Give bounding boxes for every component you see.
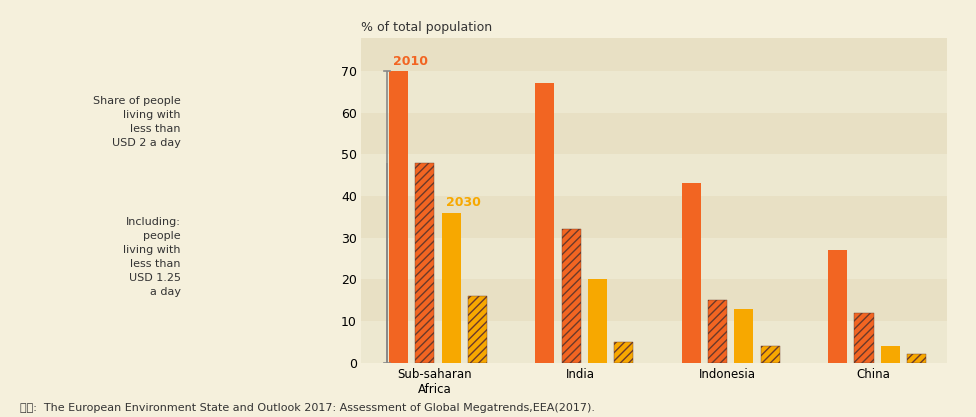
Bar bbox=[735, 309, 753, 363]
Text: 2010: 2010 bbox=[393, 55, 428, 68]
Bar bbox=[828, 250, 847, 363]
Bar bbox=[361, 29, 947, 71]
Bar bbox=[855, 313, 874, 363]
Text: % of total population: % of total population bbox=[361, 20, 492, 34]
Bar bbox=[361, 113, 947, 154]
Bar bbox=[681, 183, 701, 363]
Text: Share of people
living with
less than
USD 2 a day: Share of people living with less than US… bbox=[93, 96, 181, 148]
Bar bbox=[361, 279, 947, 321]
Bar bbox=[709, 300, 727, 363]
Bar bbox=[562, 229, 581, 363]
Bar bbox=[468, 296, 487, 363]
Bar bbox=[588, 279, 607, 363]
Bar bbox=[388, 71, 408, 363]
Bar bbox=[908, 354, 926, 363]
Text: 2030: 2030 bbox=[446, 196, 481, 209]
Text: 출처:  The European Environment State and Outlook 2017: Assessment of Global Megat: 출처: The European Environment State and O… bbox=[20, 403, 594, 413]
Bar bbox=[761, 346, 780, 363]
Bar bbox=[361, 196, 947, 238]
Bar bbox=[615, 342, 633, 363]
Bar bbox=[881, 346, 900, 363]
Bar bbox=[416, 163, 434, 363]
Bar bbox=[361, 154, 947, 196]
Bar bbox=[361, 71, 947, 113]
Bar bbox=[441, 213, 461, 363]
Bar bbox=[361, 238, 947, 279]
Bar bbox=[535, 83, 554, 363]
Text: Including:
people
living with
less than
USD 1.25
a day: Including: people living with less than … bbox=[123, 217, 181, 297]
Bar bbox=[361, 321, 947, 363]
